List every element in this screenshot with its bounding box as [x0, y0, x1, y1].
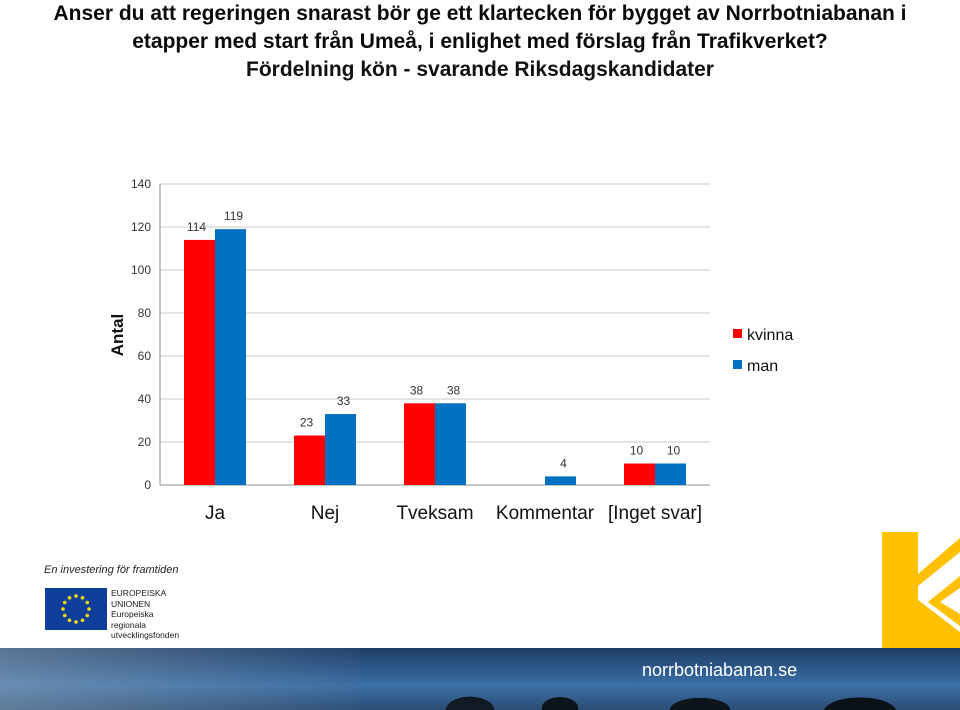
eu-star — [67, 618, 72, 623]
bar-man — [545, 476, 576, 485]
eu-line-5: utvecklingsfonden — [111, 630, 180, 640]
chart-subtitle: Fördelning kön - svarande Riksdagskandid… — [246, 58, 714, 81]
eu-flag-logo — [45, 588, 107, 630]
bar-kvinna — [294, 435, 325, 485]
footer-tagline: En investering för framtiden — [44, 564, 179, 576]
x-tick-label: Nej — [311, 503, 340, 524]
bar-chart: 0 20 40 60 80 100 120 140 Antal 114 119 Ja 23 33 Nej 38… — [108, 177, 793, 524]
bar-man — [435, 403, 466, 485]
footer-photo-band — [0, 648, 960, 710]
bar-kvinna — [184, 239, 215, 485]
eu-star — [61, 607, 65, 611]
bar-man — [655, 463, 686, 485]
y-tick-label: 60 — [138, 349, 152, 363]
x-tick-label: [Inget svar] — [608, 503, 702, 524]
title-line-2: etapper med start från Umeå, i enlighet … — [132, 30, 828, 53]
x-tick-label: Ja — [205, 503, 226, 524]
eu-stars-icon — [61, 594, 91, 624]
x-tick-label: Kommentar — [496, 503, 595, 524]
data-label: 114 — [187, 220, 206, 234]
data-label: 10 — [667, 444, 681, 458]
eu-star — [74, 594, 78, 598]
bar-kvinna — [624, 463, 655, 485]
eu-star — [74, 620, 78, 624]
chart-title: Anser du att regeringen snarast bör ge e… — [0, 0, 960, 84]
x-tick-label: Tveksam — [396, 503, 473, 524]
eu-line-1: EUROPEISKA — [111, 588, 167, 598]
eu-star — [62, 600, 67, 605]
data-label: 23 — [300, 416, 314, 430]
y-tick-label: 80 — [138, 306, 152, 320]
bar-man — [325, 414, 356, 485]
y-tick-label: 100 — [131, 263, 151, 277]
title-line-1: Anser du att regeringen snarast bör ge e… — [53, 2, 907, 25]
y-tick-label: 120 — [131, 220, 151, 234]
eu-star — [67, 595, 72, 600]
eu-star — [80, 595, 85, 600]
y-axis-label: Antal — [108, 314, 127, 357]
eu-star — [85, 600, 90, 605]
data-label: 119 — [224, 209, 243, 223]
eu-star — [87, 607, 91, 611]
eu-line-2: UNIONEN — [111, 598, 151, 609]
data-label: 33 — [337, 394, 351, 408]
legend-label-man: man — [747, 358, 778, 375]
data-label: 4 — [560, 456, 567, 470]
y-tick-label: 40 — [138, 392, 152, 406]
data-label: 10 — [630, 444, 644, 458]
data-label: 38 — [447, 383, 461, 397]
bar-man — [215, 229, 246, 485]
eu-star — [85, 613, 90, 618]
legend-label-kvinna: kvinna — [747, 327, 793, 344]
eu-line-3: Europeiska — [111, 609, 154, 619]
y-tick-label: 0 — [144, 478, 151, 492]
eu-logo-text: EUROPEISKA UNIONEN Europeiska regionala … — [111, 588, 179, 641]
bar-kvinna — [404, 403, 435, 485]
data-label: 38 — [410, 383, 424, 397]
y-tick-label: 140 — [131, 177, 151, 191]
eu-star — [80, 618, 85, 623]
eu-star — [62, 613, 67, 618]
y-tick-label: 20 — [138, 435, 152, 449]
site-url: norrbotniabanan.se — [642, 660, 798, 680]
eu-line-4: regionala — [111, 619, 146, 630]
legend-swatch-man — [733, 360, 742, 369]
norrbotniabanan-logo-shape — [882, 532, 960, 648]
legend-swatch-kvinna — [733, 329, 742, 338]
